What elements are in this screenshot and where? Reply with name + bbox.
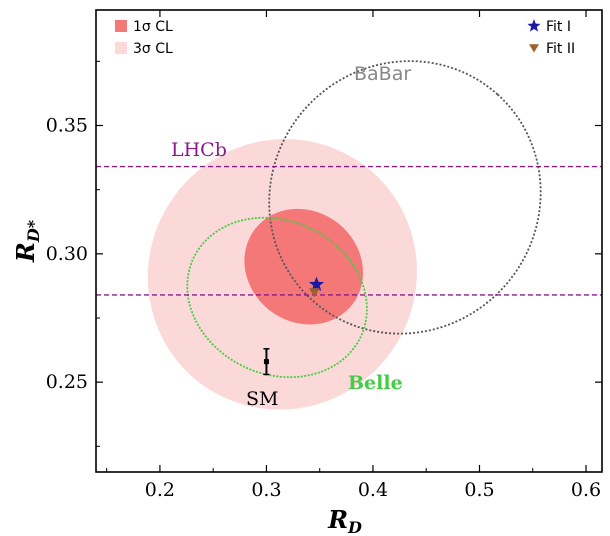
legend-label: 3σ CL [133,41,173,57]
axis-ticks: 0.2 0.3 0.4 0.5 0.6 0.25 0.30 0.35 [46,10,602,501]
ytick-label: 0.35 [46,115,88,137]
legend-label: Fit II [546,41,575,57]
fit-points [308,276,325,298]
xtick-label: 0.5 [464,479,494,501]
sm-marker [263,359,269,365]
legend-label: Fit I [546,19,571,35]
label-belle: Belle [348,372,403,394]
xtick-label: 0.3 [251,479,281,501]
legend-label: 1σ CL [133,19,173,35]
xtick-label: 0.2 [145,479,175,501]
lhcb-lines [96,165,602,296]
contour-belle [186,216,368,379]
legend-marker [529,44,539,53]
legend: 1σ CL 3σ CL Fit I Fit II [115,19,575,57]
y-axis-label: RD* [11,219,43,263]
label-lhcb: LHCb [171,139,227,161]
legend-swatch [115,20,127,32]
experiment-contours [186,60,542,379]
ytick-label: 0.30 [46,243,88,265]
label-babar: BaBar [354,63,411,85]
label-sm: SM [246,388,278,410]
sm-point [263,348,270,376]
xtick-label: 0.6 [571,479,601,501]
annotations: BaBar Belle LHCb SM [171,63,411,410]
x-axis-label: RD [327,505,362,536]
legend-marker [527,19,541,32]
contour-babar [268,60,542,335]
point-fit-ii [308,288,320,298]
point-fit-i [308,276,325,292]
ytick-label: 0.25 [46,371,88,393]
plot-frame [95,9,603,473]
legend-swatch [115,42,127,54]
xtick-label: 0.4 [358,479,388,501]
cl-regions [147,139,417,410]
